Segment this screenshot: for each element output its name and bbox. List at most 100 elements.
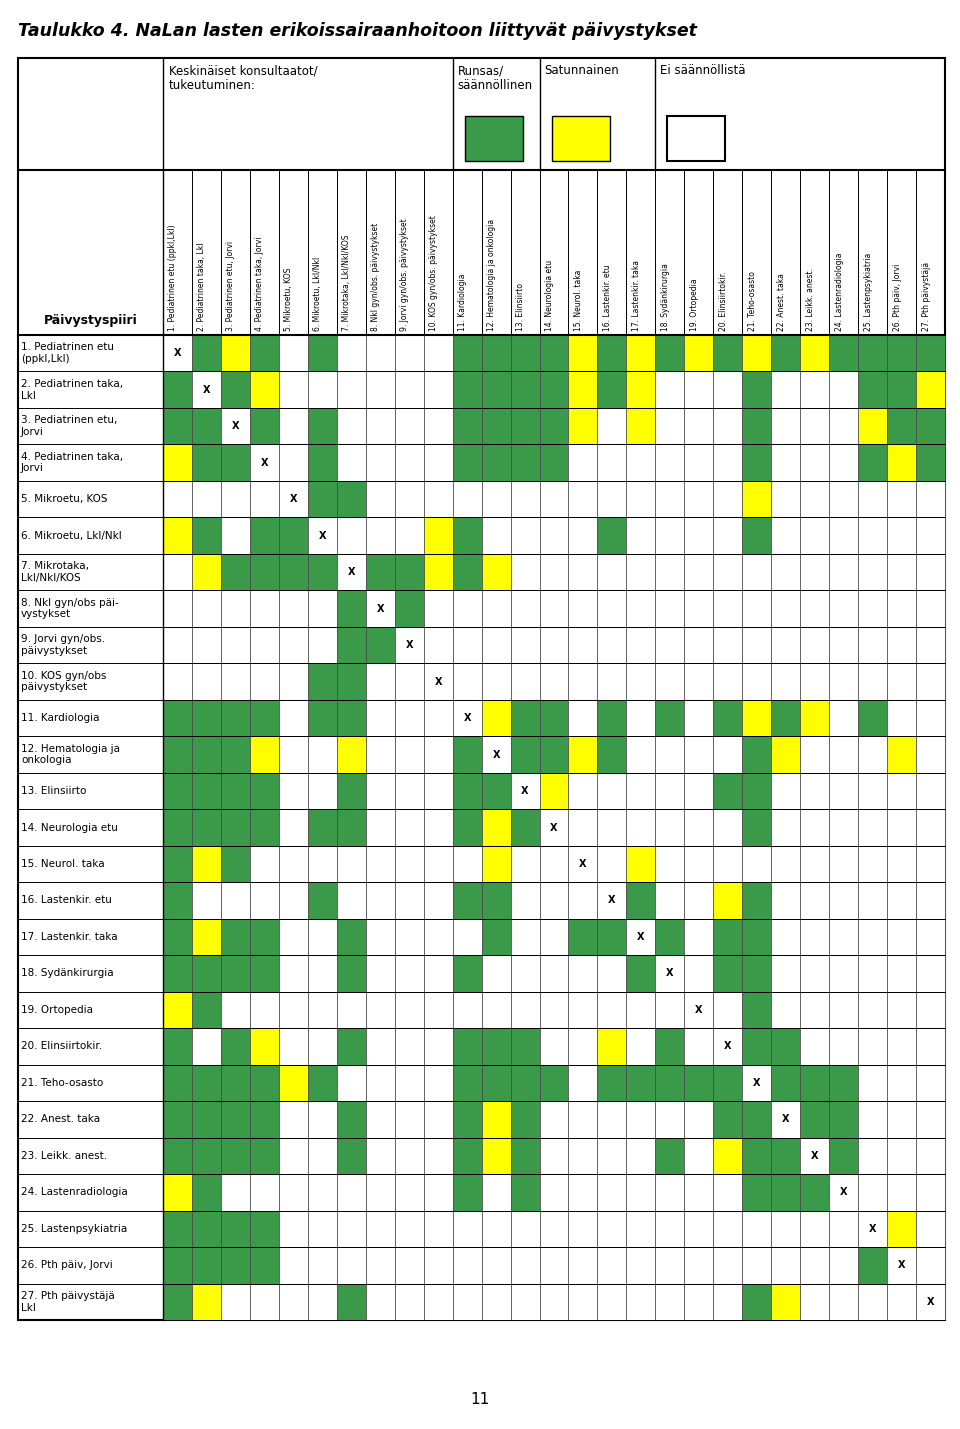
Bar xyxy=(887,1248,916,1283)
Bar xyxy=(858,1248,887,1283)
Bar xyxy=(192,407,221,444)
Bar xyxy=(916,1027,945,1065)
Bar xyxy=(568,1175,597,1210)
Bar xyxy=(684,407,713,444)
Bar xyxy=(452,773,482,809)
Bar xyxy=(250,554,278,590)
Bar xyxy=(482,407,511,444)
Bar xyxy=(829,663,858,700)
Bar xyxy=(742,846,771,882)
Bar xyxy=(801,372,829,407)
Bar xyxy=(395,627,423,663)
Bar xyxy=(684,882,713,919)
Text: X: X xyxy=(550,823,558,833)
Bar xyxy=(366,846,395,882)
Bar xyxy=(192,663,221,700)
Bar xyxy=(627,809,656,846)
Bar xyxy=(540,992,568,1027)
Bar xyxy=(482,809,511,846)
Bar xyxy=(771,992,801,1027)
Bar xyxy=(713,1248,742,1283)
Bar xyxy=(656,372,684,407)
Text: X: X xyxy=(811,1150,819,1160)
Bar xyxy=(627,663,656,700)
Bar xyxy=(452,334,482,372)
Bar xyxy=(221,882,250,919)
Bar xyxy=(771,882,801,919)
Bar xyxy=(771,1027,801,1065)
Bar xyxy=(887,627,916,663)
Bar xyxy=(423,1102,452,1137)
Bar xyxy=(163,1027,192,1065)
Text: 24. Lastenradiologia: 24. Lastenradiologia xyxy=(834,253,844,332)
Bar xyxy=(916,407,945,444)
Bar xyxy=(278,554,308,590)
Bar xyxy=(771,663,801,700)
Bar xyxy=(308,1137,337,1175)
Bar xyxy=(597,482,627,517)
Bar xyxy=(192,372,221,407)
Bar xyxy=(511,482,540,517)
Bar xyxy=(278,334,308,372)
Bar xyxy=(423,846,452,882)
Text: 10. KOS gyn/obs. päivystykset: 10. KOS gyn/obs. päivystykset xyxy=(429,216,438,332)
Bar xyxy=(423,882,452,919)
Bar xyxy=(801,1102,829,1137)
Bar xyxy=(278,627,308,663)
Bar xyxy=(597,372,627,407)
Bar xyxy=(395,372,423,407)
Bar xyxy=(568,663,597,700)
Bar xyxy=(771,1137,801,1175)
Bar xyxy=(395,1210,423,1248)
Bar xyxy=(482,882,511,919)
Bar xyxy=(221,809,250,846)
Bar xyxy=(278,955,308,992)
Bar xyxy=(163,773,192,809)
Bar xyxy=(308,1175,337,1210)
Bar xyxy=(540,590,568,627)
Bar xyxy=(887,334,916,372)
Bar xyxy=(163,919,192,955)
Text: 12. Hematologia ja onkologia: 12. Hematologia ja onkologia xyxy=(487,219,496,332)
Bar xyxy=(829,482,858,517)
Bar xyxy=(597,882,627,919)
Bar xyxy=(337,773,366,809)
Bar xyxy=(742,1175,771,1210)
Bar xyxy=(801,1210,829,1248)
Bar xyxy=(568,736,597,773)
Bar xyxy=(511,517,540,554)
Bar xyxy=(221,992,250,1027)
Bar xyxy=(308,1027,337,1065)
Bar xyxy=(713,1175,742,1210)
Bar xyxy=(887,882,916,919)
Text: X: X xyxy=(492,750,500,760)
Bar xyxy=(163,882,192,919)
Bar xyxy=(308,882,337,919)
Text: X: X xyxy=(203,384,210,394)
Bar xyxy=(858,846,887,882)
Bar xyxy=(684,482,713,517)
Bar xyxy=(278,882,308,919)
Bar xyxy=(337,955,366,992)
Bar xyxy=(395,1248,423,1283)
Bar xyxy=(684,773,713,809)
Bar xyxy=(395,334,423,372)
Bar xyxy=(801,955,829,992)
Bar xyxy=(656,444,684,482)
Bar xyxy=(163,736,192,773)
Bar xyxy=(423,372,452,407)
Bar xyxy=(278,809,308,846)
Bar xyxy=(568,334,597,372)
Bar xyxy=(829,517,858,554)
Text: X: X xyxy=(724,1042,732,1052)
Bar xyxy=(278,992,308,1027)
Text: X: X xyxy=(926,1296,934,1306)
Bar xyxy=(801,1248,829,1283)
Bar xyxy=(627,882,656,919)
Bar xyxy=(742,627,771,663)
Bar xyxy=(192,627,221,663)
Bar xyxy=(801,919,829,955)
Bar xyxy=(337,1065,366,1102)
Bar xyxy=(568,554,597,590)
Text: 21. Teho-osasto: 21. Teho-osasto xyxy=(21,1077,104,1087)
